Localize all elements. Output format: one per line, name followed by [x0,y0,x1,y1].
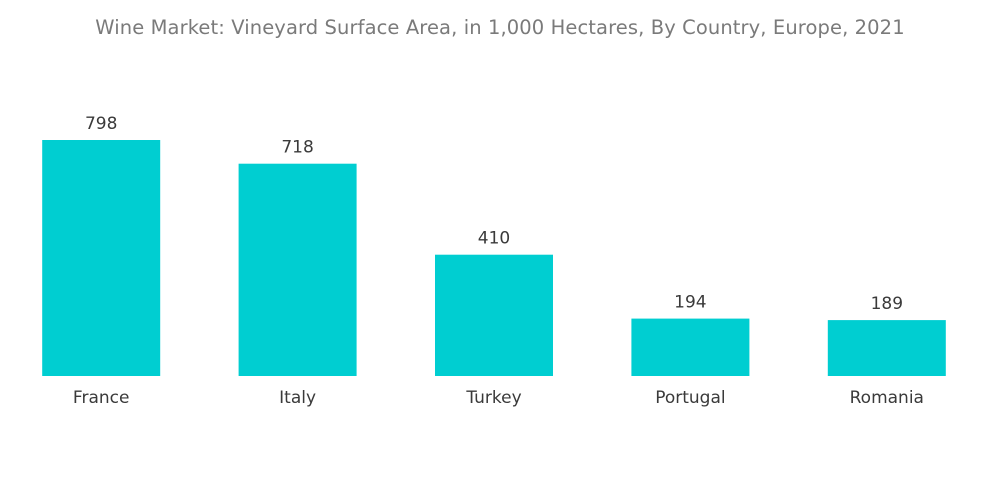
data-label-portugal: 194 [674,293,706,313]
data-label-romania: 189 [871,294,903,314]
data-label-france: 798 [85,114,117,134]
bar-turkey [435,254,553,376]
category-label-portugal: Portugal [655,388,725,408]
bars-group [42,140,946,376]
category-label-turkey: Turkey [465,388,521,408]
category-labels-group: France Italy Turkey Portugal Romania [73,388,924,408]
data-label-turkey: 410 [478,229,510,249]
category-label-france: France [73,388,130,408]
category-label-italy: Italy [279,388,316,408]
category-label-romania: Romania [850,388,924,408]
bar-portugal [631,318,750,376]
chart-title: Wine Market: Vineyard Surface Area, in 1… [95,16,905,39]
data-label-italy: 718 [281,138,313,158]
bar-france [42,140,161,376]
bar-romania [827,320,946,376]
bar-italy [238,163,357,376]
value-labels-group: 798 718 410 194 189 [85,114,903,314]
